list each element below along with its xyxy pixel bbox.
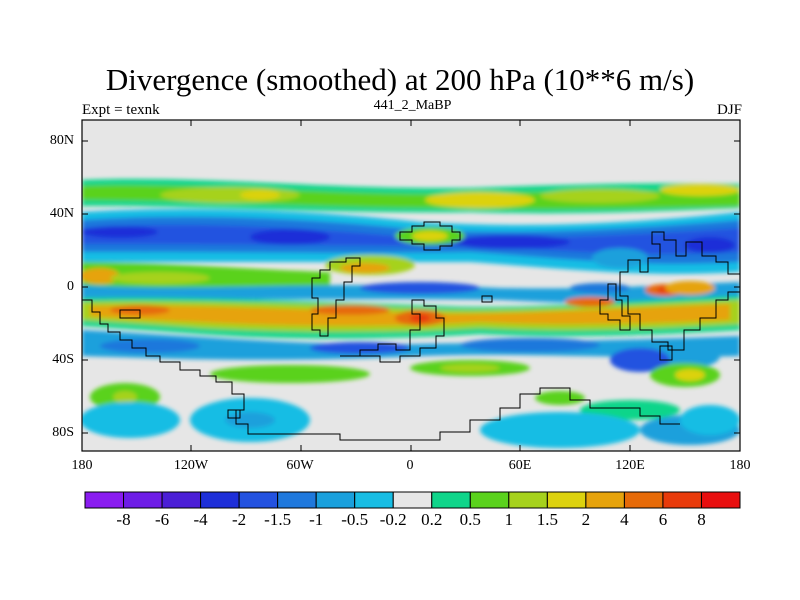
- colorbar-swatch: [161, 491, 202, 509]
- colorbar-swatch: [277, 491, 317, 509]
- lon-label-60w: 60W: [286, 458, 314, 473]
- colorbar-swatch: [700, 491, 741, 509]
- lon-label-60e: 60E: [508, 458, 532, 473]
- lon-label-120w: 120W: [173, 458, 209, 473]
- colorbar-label: 4: [620, 510, 629, 529]
- colorbar-label: 0.5: [459, 510, 481, 529]
- lat-label-40n: 40N: [49, 206, 74, 221]
- colorbar-label: 6: [658, 510, 668, 529]
- coastlines: [82, 221, 740, 441]
- colorbar-swatch: [123, 491, 163, 509]
- colorbar-label: -2: [232, 510, 247, 529]
- colorbar-label: -0.2: [379, 510, 407, 529]
- colorbar-label: 0.2: [421, 510, 443, 529]
- colorbar-label: -6: [154, 510, 170, 529]
- colorbar-label: 1: [504, 510, 514, 529]
- lon-label-0: 0: [406, 458, 414, 473]
- colorbar-label: 1.5: [536, 510, 558, 529]
- colorbar-swatch: [392, 491, 433, 509]
- run-label: 441_2_MaBP: [373, 98, 452, 113]
- colorbar-label: -4: [193, 510, 208, 529]
- colorbar-swatch: [662, 491, 702, 509]
- colorbar-swatch: [84, 491, 125, 509]
- colorbar-label: 2: [581, 510, 591, 529]
- experiment-label: Expt = texnk: [82, 102, 160, 118]
- colorbar-label: -1.5: [264, 510, 292, 529]
- lat-label-80n: 80N: [49, 133, 74, 148]
- colorbar-swatch: [238, 491, 279, 509]
- axis-ticks: [82, 120, 740, 451]
- colorbar-swatch: [546, 491, 587, 509]
- colorbar-swatch: [508, 491, 548, 509]
- season-label: DJF: [716, 102, 742, 118]
- colorbar-swatch: [200, 491, 240, 509]
- colorbar-swatch: [585, 491, 625, 509]
- colorbar-label: -0.5: [341, 510, 369, 529]
- lat-label-80s: 80S: [52, 425, 74, 440]
- lat-label-equator: 0: [67, 279, 74, 294]
- colorbar-swatch: [623, 491, 664, 509]
- colorbar-swatch: [354, 491, 394, 509]
- divergence-field: [82, 120, 740, 451]
- lon-label-180w: 180: [71, 458, 93, 473]
- colorbar-swatch: [431, 491, 471, 509]
- colorbar-label: -1: [309, 510, 324, 529]
- colorbar-label: 8: [697, 510, 706, 529]
- lon-label-180e: 180: [729, 458, 751, 473]
- colorbar: [84, 491, 741, 509]
- colorbar-label: -8: [116, 510, 131, 529]
- lat-label-40s: 40S: [52, 352, 74, 367]
- map-title: Divergence (smoothed) at 200 hPa (10**6 …: [105, 62, 695, 97]
- lon-label-120e: 120E: [615, 458, 645, 473]
- colorbar-swatch: [469, 491, 510, 509]
- colorbar-swatch: [315, 491, 356, 509]
